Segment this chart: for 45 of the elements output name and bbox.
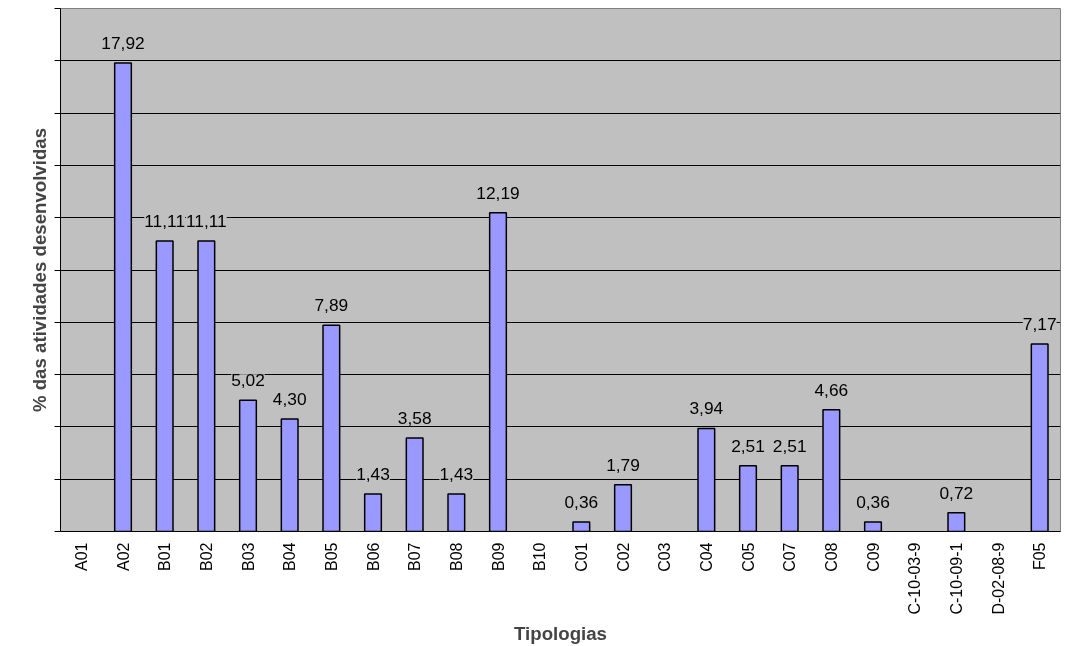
data-label: 0,36 [856,492,890,513]
data-label: 11,11 [185,210,227,231]
x-tick-label: C02 [614,542,632,572]
data-label: 3,94 [689,398,724,419]
x-tick-label: B01 [156,542,174,571]
data-label: 12,19 [476,182,520,203]
x-tick-label: C03 [656,542,674,572]
data-label: 3,58 [397,407,432,428]
data-label: 0,36 [564,492,599,513]
x-tick-label: C08 [822,542,840,572]
x-tick-label: F05 [1031,542,1049,571]
data-label: 1,79 [606,454,640,475]
data-label: 11,11 [144,210,186,231]
x-tick-label: C04 [697,542,715,572]
data-label: 1,43 [439,464,474,485]
x-tick-label: B03 [239,542,257,571]
data-label: 17,92 [101,32,145,53]
data-label: 0,72 [939,482,974,503]
x-tick-label: B08 [447,542,465,571]
x-tick-label: C07 [781,542,799,572]
x-tick-label: C05 [739,542,757,572]
data-label: 4,30 [272,389,307,410]
data-label: 2,51 [772,435,807,456]
x-tick-label: C01 [572,542,590,572]
x-tick-label: B06 [364,542,382,571]
x-tick-label: C-10-03-9 [906,542,924,615]
data-label: 4,66 [814,379,849,400]
x-tick-label: C09 [864,542,882,572]
x-tick-label: B05 [322,542,340,571]
x-tick-label: C-10-09-1 [947,542,965,615]
data-label: 2,51 [731,435,765,456]
x-tick-label: A02 [114,542,132,571]
data-label: 7,17 [1022,314,1057,334]
data-label: 7,89 [314,295,349,316]
x-tick-label: B07 [406,542,424,571]
x-tick-label: B02 [197,542,215,571]
x-tick-label: B04 [281,542,299,571]
x-tick-label: D-02-08-9 [989,542,1007,615]
data-label: 1,43 [356,464,390,485]
x-axis-title: Tipologias [514,622,607,644]
x-tick-label: B09 [489,542,507,571]
data-label: 5,02 [231,370,265,391]
y-axis-title: % das atividades desenvolvidas [28,127,50,413]
x-tick-label: B10 [531,542,549,571]
x-tick-label: A01 [72,542,90,571]
